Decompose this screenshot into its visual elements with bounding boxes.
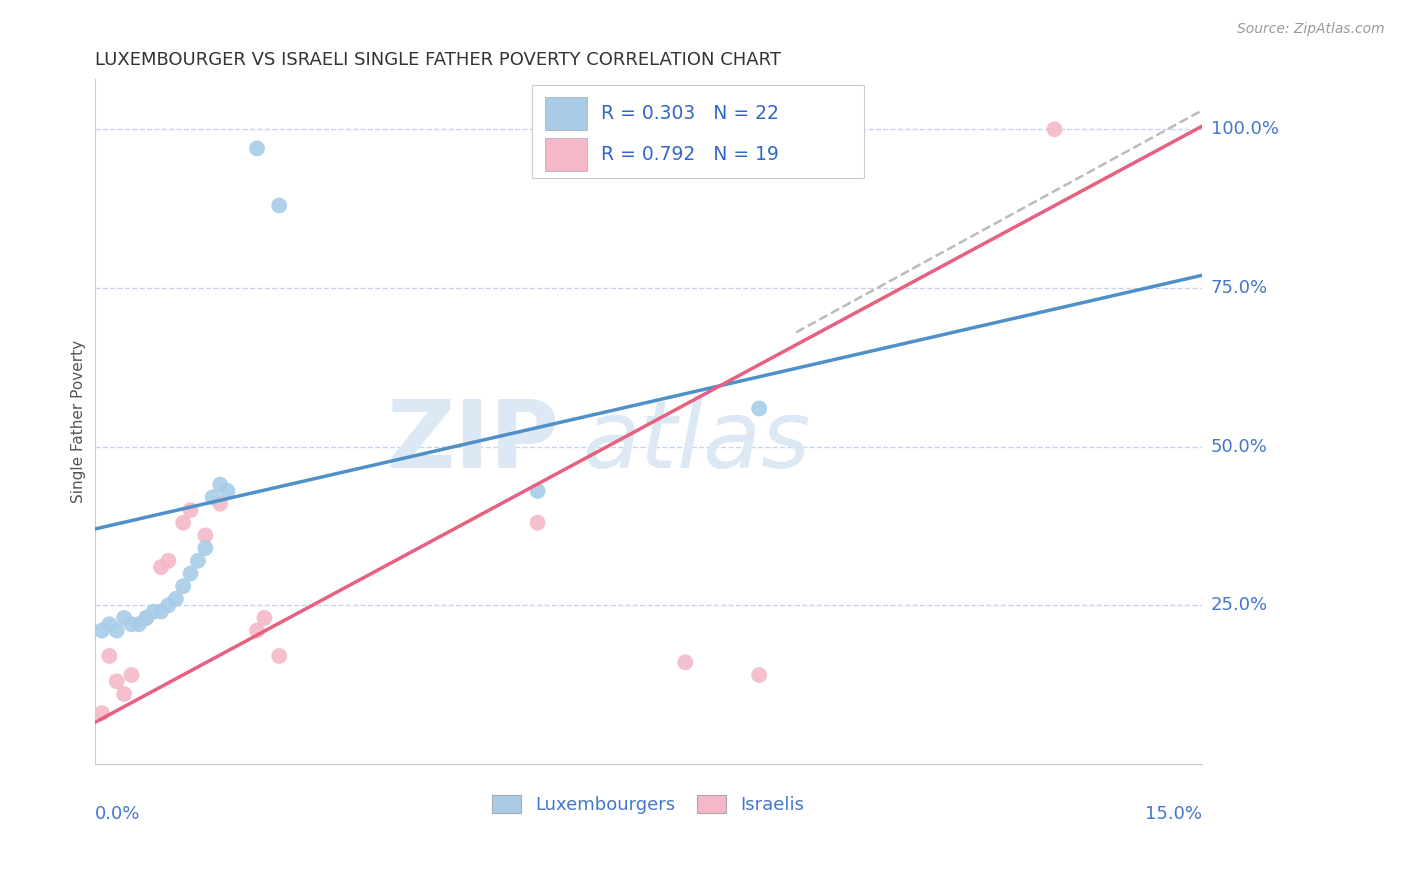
Point [157, 554, 180, 568]
Text: 75.0%: 75.0% [1211, 279, 1268, 297]
FancyBboxPatch shape [546, 138, 588, 171]
Point [172, 516, 194, 530]
Point [105, 674, 128, 689]
Point [269, 198, 291, 212]
Text: ZIP: ZIP [387, 396, 560, 488]
FancyBboxPatch shape [546, 97, 588, 130]
Point [187, 554, 209, 568]
Text: R = 0.303   N = 22: R = 0.303 N = 22 [600, 104, 779, 123]
Point [201, 491, 224, 505]
Text: Source: ZipAtlas.com: Source: ZipAtlas.com [1237, 22, 1385, 37]
Point [194, 528, 217, 542]
Point [526, 483, 548, 498]
Point [180, 566, 202, 581]
Point [142, 605, 165, 619]
Point [98, 648, 121, 663]
Text: R = 0.792   N = 19: R = 0.792 N = 19 [600, 145, 779, 164]
Point [209, 497, 232, 511]
Text: 50.0%: 50.0% [1211, 438, 1267, 456]
Point [135, 611, 157, 625]
Text: 100.0%: 100.0% [1211, 120, 1278, 138]
Point [98, 617, 121, 632]
Point [91, 706, 114, 720]
Legend: Luxembourgers, Israelis: Luxembourgers, Israelis [484, 786, 814, 823]
Point [172, 579, 194, 593]
Point [165, 591, 187, 606]
Point [526, 516, 548, 530]
Text: 25.0%: 25.0% [1211, 596, 1268, 615]
Point [673, 655, 696, 669]
Point [246, 624, 269, 638]
Point [91, 624, 114, 638]
Y-axis label: Single Father Poverty: Single Father Poverty [72, 340, 86, 503]
Text: LUXEMBOURGER VS ISRAELI SINGLE FATHER POVERTY CORRELATION CHART: LUXEMBOURGER VS ISRAELI SINGLE FATHER PO… [94, 51, 780, 69]
Point [180, 503, 202, 517]
Point [112, 611, 135, 625]
Point [105, 624, 128, 638]
Point [135, 611, 157, 625]
Point [246, 141, 269, 155]
Text: 15.0%: 15.0% [1144, 805, 1202, 823]
Point [253, 611, 276, 625]
Point [150, 560, 173, 574]
Point [112, 687, 135, 701]
Text: 0.0%: 0.0% [94, 805, 141, 823]
Point [748, 401, 770, 416]
Point [150, 605, 173, 619]
Point [157, 598, 180, 612]
Point [748, 668, 770, 682]
Point [217, 483, 239, 498]
Point [128, 617, 150, 632]
Point [121, 668, 143, 682]
Point [121, 617, 143, 632]
Point [194, 541, 217, 555]
Point [269, 648, 291, 663]
FancyBboxPatch shape [531, 86, 865, 178]
Point [1043, 122, 1066, 136]
Point [209, 477, 232, 491]
Text: atlas: atlas [582, 396, 810, 487]
